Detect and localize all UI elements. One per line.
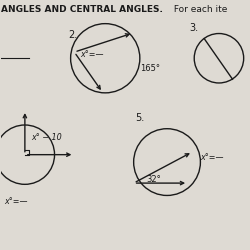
Text: x° − 10: x° − 10 — [31, 133, 62, 142]
Text: x°=—: x°=— — [80, 50, 104, 59]
Text: x°=—: x°=— — [4, 197, 27, 206]
Text: For each ite: For each ite — [171, 5, 227, 14]
Text: 2.: 2. — [68, 30, 78, 40]
Text: ANGLES AND CENTRAL ANGLES.: ANGLES AND CENTRAL ANGLES. — [2, 5, 163, 14]
Text: 5.: 5. — [135, 113, 144, 123]
Text: x°=—: x°=— — [200, 152, 224, 162]
Text: 32°: 32° — [146, 175, 161, 184]
Text: 165°: 165° — [140, 64, 160, 72]
Text: 3.: 3. — [189, 23, 198, 33]
